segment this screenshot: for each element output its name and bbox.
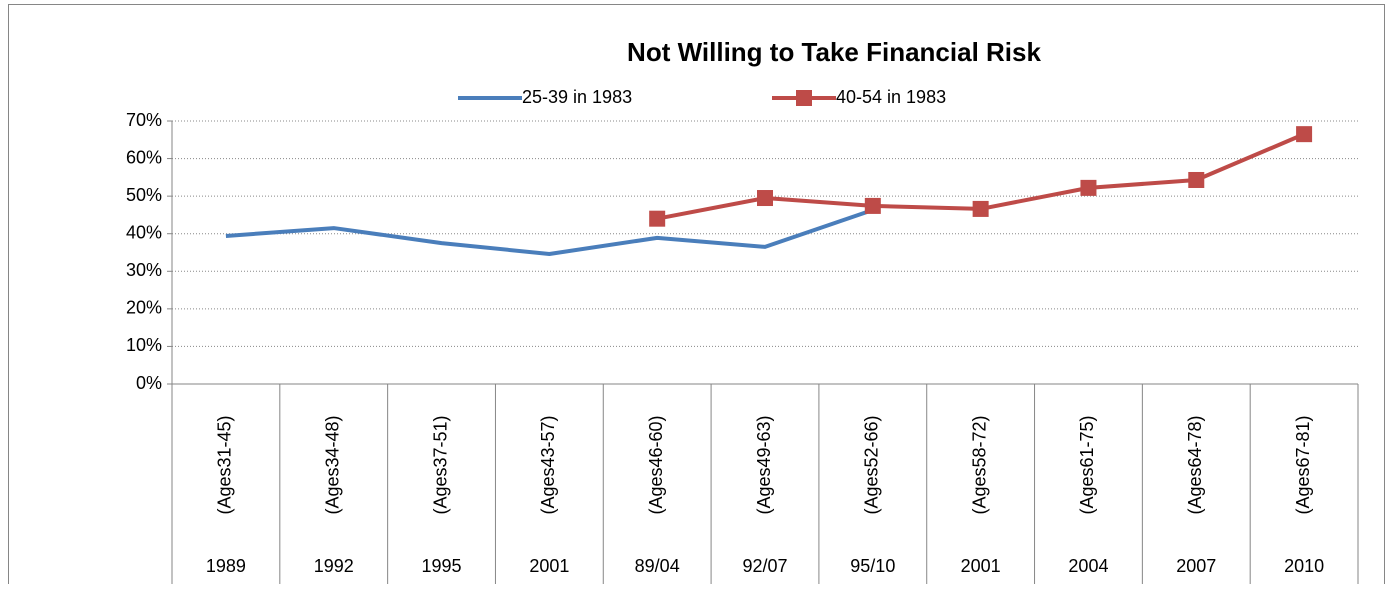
x-tick-label: 2001	[961, 556, 1001, 576]
legend-label: 40-54 in 1983	[836, 87, 946, 107]
series-marker	[864, 197, 881, 214]
x-tick-label: 92/07	[742, 556, 787, 576]
chart-title: Not Willing to Take Financial Risk	[627, 37, 1041, 67]
y-tick-label: 60%	[126, 147, 162, 167]
x-group-label: (Ages43-57)	[538, 415, 558, 514]
x-tick-label: 1989	[206, 556, 246, 576]
x-tick-label: 2007	[1176, 556, 1216, 576]
y-tick-label: 40%	[126, 222, 162, 242]
x-tick-label: 89/04	[635, 556, 680, 576]
chart-border	[8, 4, 1385, 589]
legend-label: 25-39 in 1983	[522, 87, 632, 107]
series-marker	[1080, 179, 1097, 196]
x-tick-label: 1995	[422, 556, 462, 576]
x-tick-label: 2010	[1284, 556, 1324, 576]
legend-marker	[796, 90, 812, 106]
y-tick-label: 50%	[126, 185, 162, 205]
y-tick-label: 30%	[126, 260, 162, 280]
x-group-label: (Ages31-45)	[215, 415, 235, 514]
x-group-label: (Ages46-60)	[646, 415, 666, 514]
x-group-label: (Ages58-72)	[969, 415, 989, 514]
y-tick-label: 10%	[126, 335, 162, 355]
x-group-label: (Ages49-63)	[754, 415, 774, 514]
series-line	[225, 208, 874, 257]
x-group-label: (Ages67-81)	[1293, 415, 1313, 514]
series-marker	[649, 210, 666, 227]
x-tick-label: 2001	[529, 556, 569, 576]
x-tick-label: 1992	[314, 556, 354, 576]
x-group-label: (Ages34-48)	[322, 415, 342, 514]
y-tick-label: 70%	[126, 110, 162, 130]
series-marker	[1296, 126, 1313, 143]
x-tick-label: 95/10	[850, 556, 895, 576]
x-tick-label: 2004	[1068, 556, 1108, 576]
x-group-label: (Ages64-78)	[1185, 415, 1205, 514]
series-marker	[972, 200, 989, 217]
y-tick-label: 20%	[126, 298, 162, 318]
x-group-label: (Ages52-66)	[862, 415, 882, 514]
x-group-label: (Ages61-75)	[1077, 415, 1097, 514]
x-group-label: (Ages37-51)	[430, 415, 450, 514]
series-marker	[757, 190, 773, 207]
series-marker	[1188, 171, 1205, 188]
y-tick-label: 0%	[136, 373, 162, 393]
